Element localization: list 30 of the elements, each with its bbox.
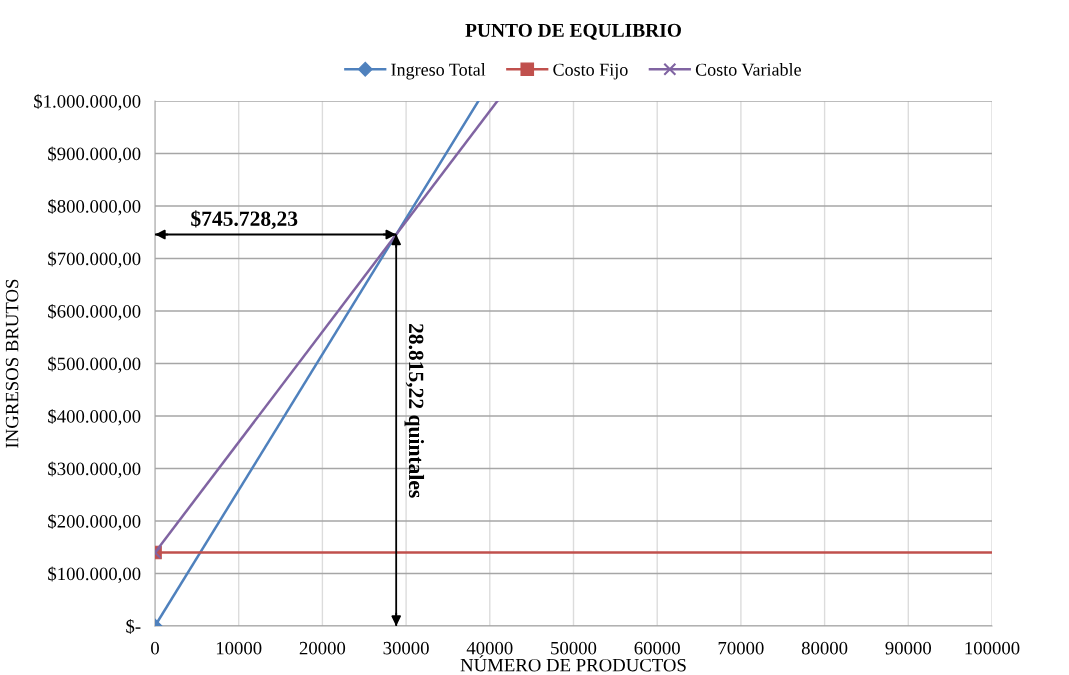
- x-tick-label: 70000: [718, 641, 764, 655]
- y-tick-label: $400.000,00: [48, 408, 141, 426]
- x-tick-label: 20000: [299, 641, 346, 655]
- y-axis-title: INGRESOS BRUTOS: [5, 279, 19, 448]
- legend-label: Ingreso Total: [391, 63, 486, 80]
- y-tick-label: $200.000,00: [48, 513, 141, 531]
- legend-label: Costo Variable: [695, 63, 801, 76]
- x-tick-label: 80000: [801, 641, 848, 655]
- x-tick-label: 10000: [216, 641, 262, 655]
- x-tick-label: 50000: [551, 641, 597, 655]
- chart-title: PUNTO DE EQULIBRIO: [465, 23, 681, 40]
- y-tick-label: $900.000,00: [48, 146, 141, 163]
- y-tick-label: $600.000,00: [48, 303, 141, 321]
- y-tick-label: $800.000,00: [48, 198, 141, 216]
- x-axis-title: NÚMERO DE PRODUCTOS: [460, 655, 686, 672]
- y-tick-label: $300.000,00: [48, 461, 141, 478]
- ref-line-label: 28.815,22 quintales: [404, 323, 425, 498]
- y-tick-label: $700.000,00: [48, 251, 141, 268]
- x-tick-label: 100000: [965, 641, 1020, 655]
- x-tick-label: 40000: [466, 641, 513, 655]
- legend-label: Costo Fijo: [553, 63, 628, 80]
- x-tick-label: 90000: [885, 641, 932, 655]
- y-tick-label: $500.000,00: [48, 356, 141, 373]
- y-tick-label: $100.000,00: [48, 566, 141, 583]
- y-tick-label: $-: [126, 618, 141, 634]
- ref-line-label: $745.728,23: [191, 210, 298, 230]
- x-tick-label: 60000: [634, 641, 680, 655]
- x-tick-label: 0: [151, 641, 159, 655]
- x-tick-label: 30000: [383, 641, 429, 655]
- y-tick-label: $1.000.000,00: [34, 93, 141, 111]
